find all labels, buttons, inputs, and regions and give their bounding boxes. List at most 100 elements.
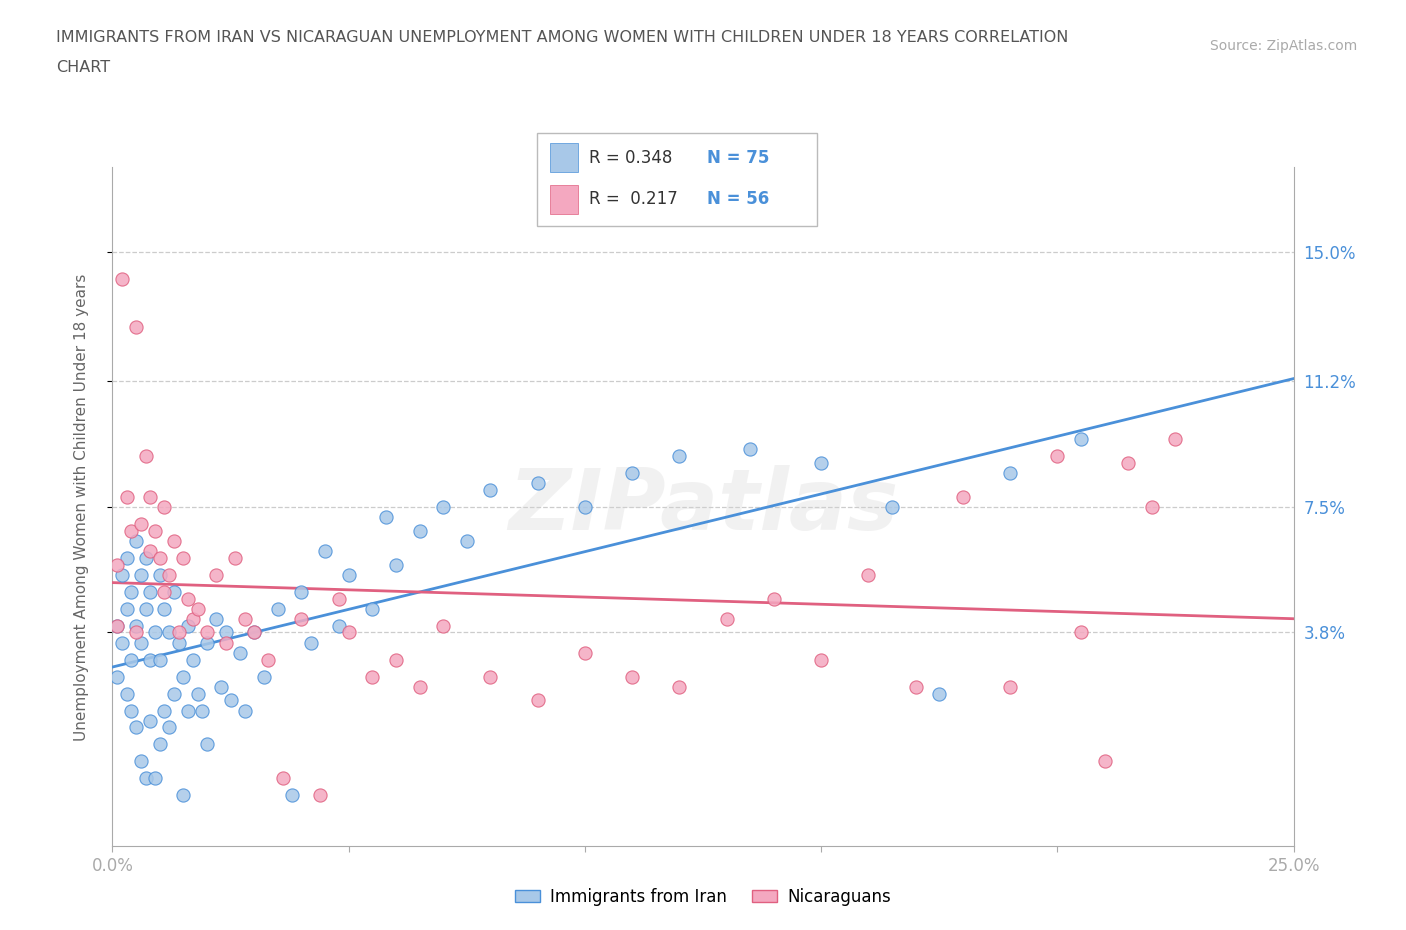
Point <box>172 670 194 684</box>
Point <box>143 524 166 538</box>
Point <box>105 670 128 684</box>
Point <box>1070 625 1092 640</box>
Point <box>125 720 148 735</box>
Point <box>361 602 384 617</box>
Point <box>1164 432 1187 446</box>
Point <box>219 693 242 708</box>
Point <box>120 703 142 718</box>
Point <box>257 652 280 667</box>
Point <box>271 771 294 786</box>
Point <box>740 442 762 457</box>
Point <box>762 591 785 606</box>
Point <box>115 551 138 565</box>
Point <box>810 652 832 667</box>
Point <box>243 625 266 640</box>
Point <box>1046 448 1069 463</box>
Point <box>115 686 138 701</box>
Point <box>309 788 332 803</box>
Point <box>111 567 134 582</box>
Point <box>129 635 152 650</box>
Text: N = 56: N = 56 <box>707 190 769 207</box>
Point <box>1116 456 1139 471</box>
Point <box>337 567 360 582</box>
Text: CHART: CHART <box>56 60 110 75</box>
Point <box>337 625 360 640</box>
Point <box>163 534 186 549</box>
Point <box>281 788 304 803</box>
Legend: Immigrants from Iran, Nicaraguans: Immigrants from Iran, Nicaraguans <box>509 882 897 912</box>
Point <box>526 693 548 708</box>
Point <box>904 679 927 694</box>
Text: Source: ZipAtlas.com: Source: ZipAtlas.com <box>1209 39 1357 53</box>
Point <box>1094 754 1116 769</box>
Point <box>526 475 548 490</box>
Point <box>153 584 176 599</box>
Point <box>361 670 384 684</box>
Point <box>172 788 194 803</box>
Point <box>149 652 172 667</box>
Point <box>115 489 138 504</box>
Point <box>215 625 238 640</box>
Point <box>111 272 134 286</box>
Point <box>267 602 290 617</box>
Point <box>157 625 180 640</box>
Point <box>129 567 152 582</box>
Point <box>105 618 128 633</box>
Point <box>1140 499 1163 514</box>
Y-axis label: Unemployment Among Women with Children Under 18 years: Unemployment Among Women with Children U… <box>75 273 89 740</box>
Point <box>135 602 157 617</box>
Point <box>385 557 408 572</box>
Point <box>195 737 218 752</box>
Text: N = 75: N = 75 <box>707 149 769 166</box>
Point <box>233 611 256 626</box>
Point <box>432 618 454 633</box>
Point <box>621 670 644 684</box>
Point <box>952 489 974 504</box>
Point <box>149 551 172 565</box>
Point <box>998 466 1021 481</box>
Point <box>328 618 350 633</box>
Point <box>139 652 162 667</box>
Text: IMMIGRANTS FROM IRAN VS NICARAGUAN UNEMPLOYMENT AMONG WOMEN WITH CHILDREN UNDER : IMMIGRANTS FROM IRAN VS NICARAGUAN UNEMP… <box>56 30 1069 45</box>
Point <box>177 618 200 633</box>
Point <box>375 510 398 525</box>
Point <box>253 670 276 684</box>
Point <box>716 611 738 626</box>
Point <box>129 516 152 531</box>
Point <box>139 489 162 504</box>
Point <box>328 591 350 606</box>
Point <box>224 551 246 565</box>
Point <box>125 625 148 640</box>
Point <box>205 567 228 582</box>
Point <box>290 584 312 599</box>
Point <box>163 584 186 599</box>
Point <box>105 618 128 633</box>
Point <box>120 652 142 667</box>
Point <box>177 703 200 718</box>
Point <box>621 466 644 481</box>
Point <box>314 543 336 558</box>
Point <box>143 625 166 640</box>
Point <box>810 456 832 471</box>
Point <box>858 567 880 582</box>
Point <box>181 611 204 626</box>
Point <box>125 618 148 633</box>
Point <box>456 534 478 549</box>
Point <box>880 499 903 514</box>
Point <box>177 591 200 606</box>
Point <box>299 635 322 650</box>
Point <box>105 557 128 572</box>
Bar <box>550 143 578 172</box>
Point <box>668 679 690 694</box>
Point <box>408 524 430 538</box>
Point <box>125 320 148 335</box>
Point <box>120 584 142 599</box>
Point <box>209 679 232 694</box>
Bar <box>550 185 578 214</box>
Point <box>1070 432 1092 446</box>
Point <box>120 524 142 538</box>
Point <box>153 499 176 514</box>
Point <box>139 713 162 728</box>
Point <box>157 567 180 582</box>
Point <box>432 499 454 514</box>
